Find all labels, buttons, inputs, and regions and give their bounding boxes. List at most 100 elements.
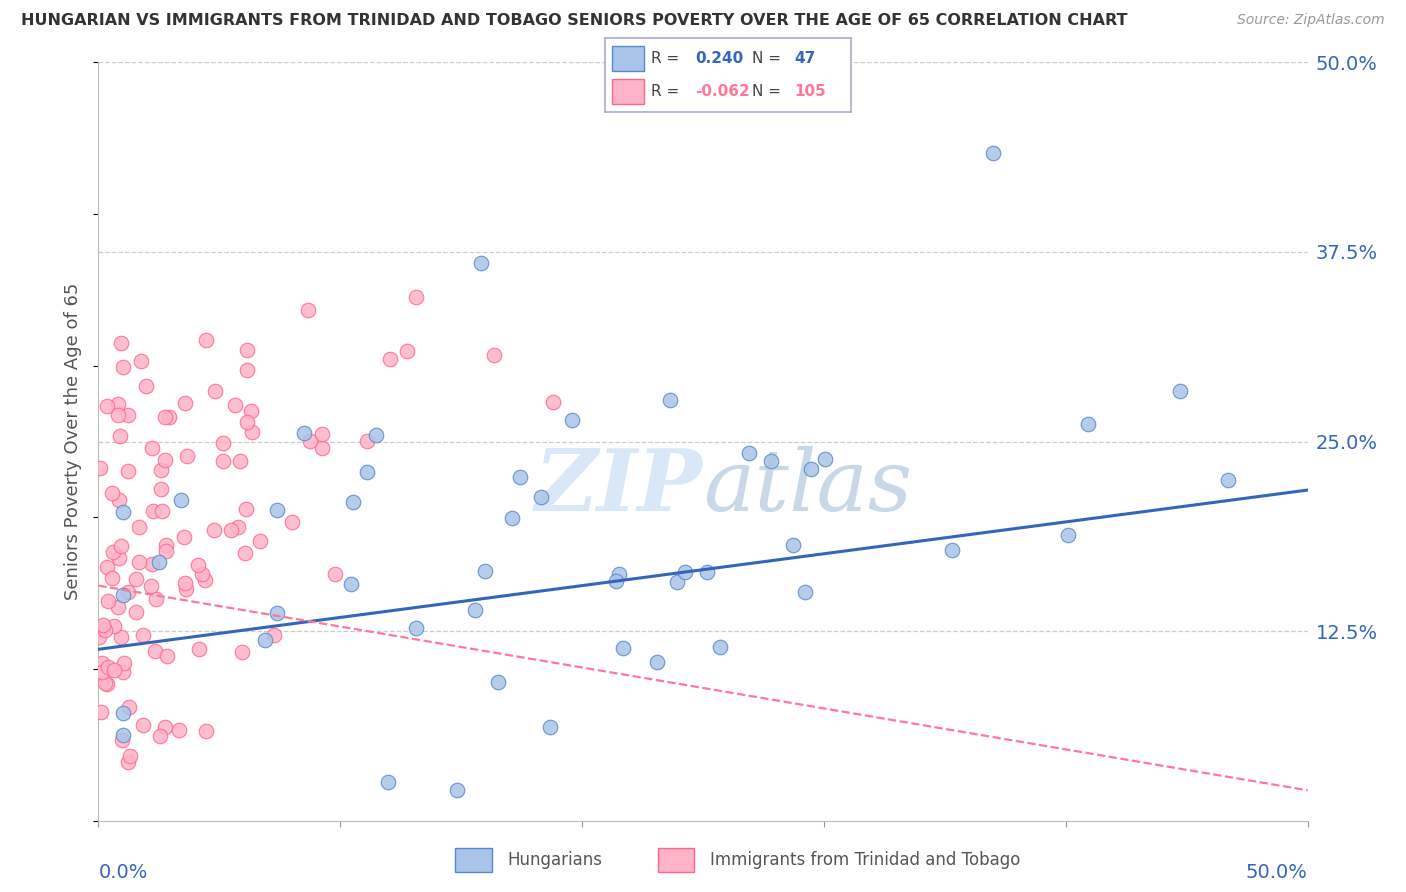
Point bbox=[396, 344, 419, 359]
Point bbox=[325, 567, 347, 582]
Point bbox=[231, 645, 253, 659]
Point bbox=[96, 677, 118, 691]
Point bbox=[132, 628, 155, 642]
Point bbox=[1077, 417, 1099, 431]
Point bbox=[1216, 473, 1239, 487]
Point bbox=[292, 426, 315, 441]
Point bbox=[150, 504, 173, 518]
Point bbox=[111, 588, 134, 602]
Point bbox=[90, 705, 112, 719]
Point bbox=[111, 728, 134, 742]
Y-axis label: Seniors Poverty Over the Age of 65: Seniors Poverty Over the Age of 65 bbox=[65, 283, 83, 600]
Point bbox=[239, 404, 262, 418]
Point bbox=[236, 415, 259, 429]
Point bbox=[981, 146, 1004, 161]
Bar bbox=[612, 45, 644, 70]
Point bbox=[249, 533, 271, 548]
Point bbox=[167, 723, 190, 737]
Bar bbox=[658, 848, 695, 871]
Point bbox=[224, 398, 246, 412]
Point bbox=[380, 352, 402, 367]
Point bbox=[530, 490, 553, 504]
Point bbox=[509, 469, 531, 483]
Point bbox=[112, 656, 135, 670]
Point bbox=[111, 733, 134, 747]
Point bbox=[561, 413, 583, 427]
Point bbox=[226, 520, 249, 534]
Text: 0.0%: 0.0% bbox=[98, 863, 148, 882]
Point bbox=[1170, 384, 1192, 398]
Text: atlas: atlas bbox=[703, 446, 912, 528]
Point bbox=[141, 579, 163, 593]
Point bbox=[173, 530, 195, 544]
Point bbox=[297, 302, 319, 317]
Point bbox=[111, 706, 134, 720]
Point bbox=[174, 576, 197, 591]
Text: R =: R = bbox=[651, 51, 679, 66]
Point bbox=[101, 485, 124, 500]
Point bbox=[135, 379, 157, 393]
Point bbox=[89, 461, 111, 475]
Point bbox=[112, 665, 135, 679]
Point bbox=[96, 560, 118, 574]
Text: -0.062: -0.062 bbox=[696, 84, 751, 99]
Point bbox=[405, 290, 427, 304]
Point bbox=[124, 572, 146, 586]
Text: 0.240: 0.240 bbox=[696, 51, 744, 66]
Point bbox=[150, 463, 173, 477]
Point bbox=[118, 700, 141, 714]
Point bbox=[94, 675, 117, 690]
Point bbox=[1057, 528, 1080, 542]
Point bbox=[117, 584, 139, 599]
Point bbox=[482, 347, 505, 361]
Point bbox=[236, 343, 259, 358]
Text: Hungarians: Hungarians bbox=[508, 851, 602, 869]
Point bbox=[800, 462, 823, 476]
Point bbox=[107, 551, 129, 566]
Point bbox=[793, 584, 815, 599]
Point bbox=[153, 452, 176, 467]
Point bbox=[281, 516, 304, 530]
Point bbox=[299, 434, 322, 448]
Point bbox=[155, 409, 177, 424]
Point bbox=[107, 492, 129, 507]
Point bbox=[204, 384, 226, 398]
Point bbox=[187, 642, 209, 657]
Point bbox=[666, 575, 689, 590]
Point bbox=[233, 546, 256, 560]
Point bbox=[107, 599, 129, 614]
Point bbox=[142, 504, 165, 518]
Bar bbox=[456, 848, 492, 871]
Point bbox=[187, 558, 209, 573]
Point bbox=[675, 565, 697, 579]
Point bbox=[128, 555, 150, 569]
Point bbox=[101, 545, 124, 559]
Text: 47: 47 bbox=[794, 51, 815, 66]
Text: R =: R = bbox=[651, 84, 679, 99]
Point bbox=[107, 396, 129, 410]
Point bbox=[87, 630, 110, 644]
Point bbox=[170, 493, 193, 508]
Point bbox=[117, 464, 139, 478]
Bar bbox=[612, 79, 644, 104]
Point bbox=[112, 359, 135, 374]
Point bbox=[110, 539, 132, 553]
Point bbox=[658, 393, 681, 408]
Point bbox=[501, 511, 523, 525]
Point bbox=[111, 504, 134, 518]
Point bbox=[464, 603, 486, 617]
Point bbox=[87, 622, 110, 636]
Point bbox=[219, 523, 242, 537]
Point bbox=[174, 582, 197, 597]
Point bbox=[211, 435, 233, 450]
Point bbox=[91, 665, 114, 679]
Point bbox=[91, 618, 114, 632]
Point bbox=[486, 674, 509, 689]
Point bbox=[194, 573, 217, 587]
Point bbox=[364, 428, 387, 442]
Point bbox=[211, 454, 233, 468]
Point bbox=[176, 450, 198, 464]
Point bbox=[94, 623, 117, 637]
Point bbox=[100, 571, 122, 585]
Text: HUNGARIAN VS IMMIGRANTS FROM TRINIDAD AND TOBAGO SENIORS POVERTY OVER THE AGE OF: HUNGARIAN VS IMMIGRANTS FROM TRINIDAD AN… bbox=[21, 13, 1128, 29]
